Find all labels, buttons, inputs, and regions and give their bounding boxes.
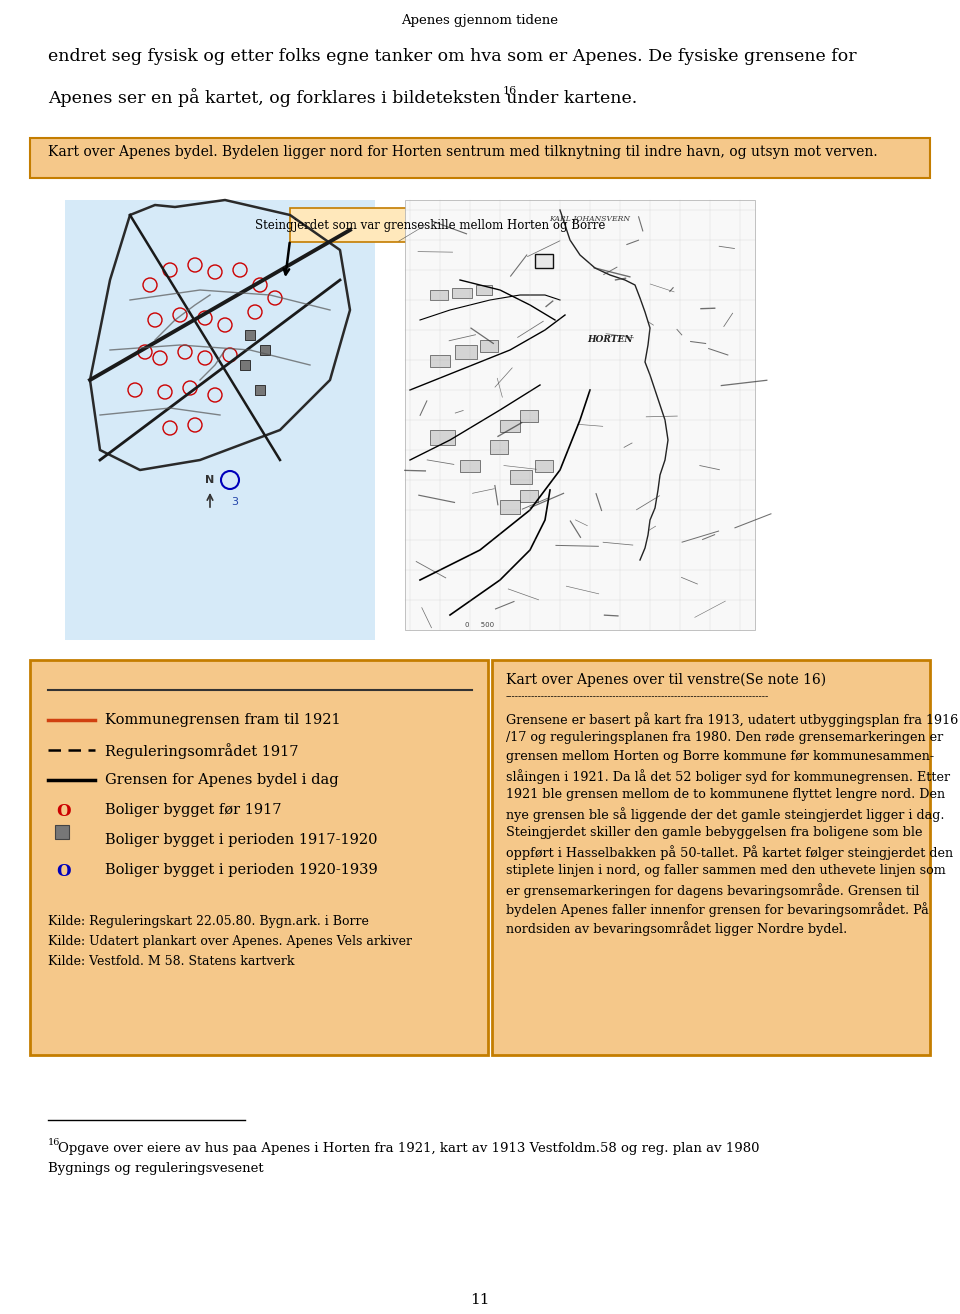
- Bar: [476, 285, 492, 296]
- Bar: [510, 470, 532, 484]
- Text: 3: 3: [231, 497, 238, 507]
- Bar: [290, 208, 570, 242]
- Text: Boliger bygget i perioden 1920-1939: Boliger bygget i perioden 1920-1939: [105, 863, 377, 876]
- Text: nye grensen ble så liggende der det gamle steingjerdet ligger i dag.: nye grensen ble så liggende der det gaml…: [506, 807, 945, 821]
- Bar: [500, 501, 520, 514]
- Text: er grensemarkeringen for dagens bevaringsområde. Grensen til: er grensemarkeringen for dagens bevaring…: [506, 883, 920, 897]
- Bar: [30, 660, 488, 1055]
- Text: /17 og reguleringsplanen fra 1980. Den røde grensemarkeringen er: /17 og reguleringsplanen fra 1980. Den r…: [506, 731, 944, 744]
- Bar: [260, 346, 270, 355]
- Text: 0     500: 0 500: [466, 622, 494, 628]
- Text: Kilde: Vestfold. M 58. Statens kartverk: Kilde: Vestfold. M 58. Statens kartverk: [48, 955, 295, 968]
- Text: HORTEN: HORTEN: [588, 335, 633, 344]
- Text: --------------------------------------------------------------------------------: ----------------------------------------…: [506, 692, 769, 700]
- Bar: [535, 460, 553, 472]
- Text: Opgave over eiere av hus paa Apenes i Horten fra 1921, kart av 1913 Vestfoldm.58: Opgave over eiere av hus paa Apenes i Ho…: [58, 1142, 759, 1155]
- Text: Steingjerdet skiller den gamle bebyggelsen fra boligene som ble: Steingjerdet skiller den gamle bebyggels…: [506, 827, 923, 840]
- Bar: [492, 660, 930, 1055]
- Text: Apenes ser en på kartet, og forklares i bildeteksten under kartene.: Apenes ser en på kartet, og forklares i …: [48, 88, 637, 106]
- Text: O: O: [57, 803, 71, 820]
- Bar: [430, 430, 455, 445]
- Bar: [460, 460, 480, 472]
- Text: 16: 16: [503, 85, 517, 96]
- Text: 11: 11: [470, 1293, 490, 1307]
- Bar: [490, 440, 508, 455]
- Bar: [455, 346, 477, 359]
- Bar: [520, 490, 538, 502]
- Bar: [452, 288, 472, 298]
- Text: grensen mellom Horten og Borre kommune før kommunesammen-: grensen mellom Horten og Borre kommune f…: [506, 750, 934, 763]
- Bar: [245, 330, 255, 340]
- Text: Steingjerdet som var grenseskille mellom Horten og Borre: Steingjerdet som var grenseskille mellom…: [254, 218, 605, 231]
- Text: Reguleringsområdet 1917: Reguleringsområdet 1917: [105, 742, 299, 759]
- Text: O: O: [57, 863, 71, 880]
- Bar: [430, 355, 450, 367]
- Bar: [480, 340, 498, 352]
- Text: Apenes gjennom tidene: Apenes gjennom tidene: [401, 14, 559, 28]
- Text: bydelen Apenes faller innenfor grensen for bevaringsområdet. På: bydelen Apenes faller innenfor grensen f…: [506, 901, 928, 917]
- Text: N: N: [205, 474, 215, 485]
- Text: Kart over Apenes over til venstre(Se note 16): Kart over Apenes over til venstre(Se not…: [506, 673, 827, 687]
- Bar: [65, 200, 375, 640]
- Text: Boliger bygget i perioden 1917-1920: Boliger bygget i perioden 1917-1920: [105, 833, 377, 848]
- Bar: [405, 200, 755, 629]
- Text: Grensen for Apenes bydel i dag: Grensen for Apenes bydel i dag: [105, 773, 339, 787]
- Text: 1921 ble grensen mellom de to kommunene flyttet lengre nord. Den: 1921 ble grensen mellom de to kommunene …: [506, 788, 946, 802]
- Bar: [520, 410, 538, 422]
- Bar: [55, 825, 69, 840]
- Text: Kilde: Reguleringskart 22.05.80. Bygn.ark. i Borre: Kilde: Reguleringskart 22.05.80. Bygn.ar…: [48, 915, 369, 928]
- Bar: [240, 360, 250, 371]
- Bar: [500, 420, 520, 432]
- Text: slåingen i 1921. Da lå det 52 boliger syd for kommunegrensen. Etter: slåingen i 1921. Da lå det 52 boliger sy…: [506, 769, 950, 784]
- Text: stiplete linjen i nord, og faller sammen med den uthevete linjen som: stiplete linjen i nord, og faller sammen…: [506, 865, 946, 876]
- Bar: [30, 138, 930, 177]
- Bar: [255, 385, 265, 396]
- Text: Kommunegrensen fram til 1921: Kommunegrensen fram til 1921: [105, 714, 341, 727]
- Text: Bygnings og reguleringsvesenet: Bygnings og reguleringsvesenet: [48, 1162, 264, 1175]
- Bar: [430, 290, 448, 300]
- Text: Kart over Apenes bydel. Bydelen ligger nord for Horten sentrum med tilknytning t: Kart over Apenes bydel. Bydelen ligger n…: [48, 145, 877, 159]
- Text: endret seg fysisk og etter folks egne tanker om hva som er Apenes. De fysiske gr: endret seg fysisk og etter folks egne ta…: [48, 49, 856, 64]
- Text: oppført i Hasselbakken på 50-tallet. På kartet følger steingjerdet den: oppført i Hasselbakken på 50-tallet. På …: [506, 845, 953, 859]
- Text: Boliger bygget før 1917: Boliger bygget før 1917: [105, 803, 281, 817]
- Text: KARL JOHANSVERN: KARL JOHANSVERN: [549, 215, 630, 223]
- Text: Kilde: Udatert plankart over Apenes. Apenes Vels arkiver: Kilde: Udatert plankart over Apenes. Ape…: [48, 936, 412, 947]
- Text: Grensene er basert på kart fra 1913, udatert utbyggingsplan fra 1916: Grensene er basert på kart fra 1913, uda…: [506, 712, 958, 727]
- Bar: [535, 254, 553, 268]
- Text: 16: 16: [48, 1138, 60, 1147]
- Text: nordsiden av bevaringsområdet ligger Nordre bydel.: nordsiden av bevaringsområdet ligger Nor…: [506, 921, 848, 936]
